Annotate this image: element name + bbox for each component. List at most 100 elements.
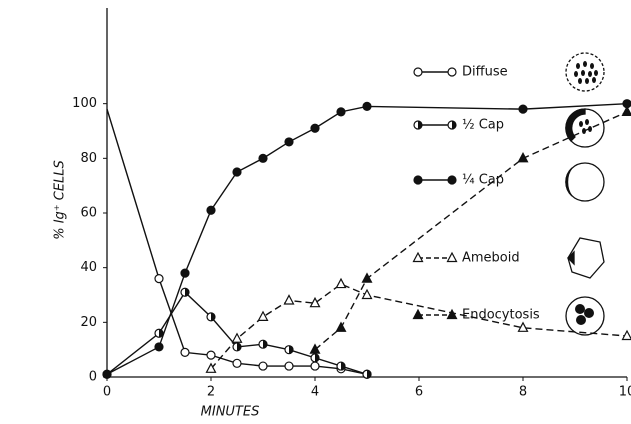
marker-outline [518, 104, 528, 114]
y-axis-label: % Ig⁺ CELLS [53, 160, 68, 240]
y-tick-label: 60 [80, 206, 97, 221]
marker [232, 342, 242, 352]
marker [310, 361, 320, 371]
marker [154, 328, 164, 338]
marker [309, 296, 321, 308]
marker-outline [284, 137, 294, 147]
marker [257, 310, 269, 321]
legend-label: Diffuse [462, 65, 508, 80]
marker-outline [154, 342, 164, 352]
marker [258, 361, 268, 371]
marker [413, 67, 423, 77]
marker-outline [413, 175, 423, 185]
marker-outline [154, 274, 164, 284]
y-tick-label: 20 [80, 315, 97, 330]
legend-label: ¼ Cap [462, 173, 504, 188]
marker-outline [102, 369, 112, 379]
marker [446, 251, 458, 263]
marker [232, 167, 242, 177]
marker-outline [362, 101, 372, 112]
marker [361, 272, 373, 283]
marker-outline [447, 175, 457, 185]
marker [232, 358, 242, 368]
marker [310, 123, 320, 133]
x-tick-label: 4 [311, 385, 319, 400]
marker [284, 361, 294, 371]
marker-half [237, 342, 241, 351]
marker [154, 274, 164, 284]
marker-outline [283, 294, 295, 305]
marker [518, 104, 528, 114]
marker-half [452, 121, 456, 129]
marker-outline [206, 205, 216, 215]
marker-outline [517, 152, 529, 163]
marker-outline [258, 361, 268, 371]
marker [517, 321, 529, 332]
marker [335, 277, 347, 289]
marker [258, 339, 268, 349]
marker [102, 369, 112, 379]
marker-outline [205, 362, 217, 373]
marker-outline [180, 268, 190, 278]
marker [310, 353, 320, 363]
y-tick-label: 0 [89, 370, 97, 385]
x-tick-label: 8 [519, 385, 527, 400]
marker-outline [309, 343, 321, 354]
marker [413, 175, 423, 185]
marker [447, 67, 457, 77]
marker-outline [413, 67, 423, 77]
marker [412, 251, 424, 263]
marker-half [367, 370, 371, 379]
x-axis-label: MINUTES [201, 405, 260, 420]
marker [284, 137, 294, 147]
marker-outline [232, 167, 242, 177]
x-tick-label: 2 [207, 385, 215, 400]
marker-outline [412, 308, 424, 320]
marker-half [418, 121, 422, 129]
marker [309, 343, 321, 354]
y-tick-label: 40 [80, 260, 97, 275]
marker [205, 362, 217, 373]
marker-outline [336, 107, 346, 117]
marker [335, 321, 347, 332]
marker-half [211, 312, 215, 321]
marker-outline [447, 67, 457, 77]
marker [284, 345, 294, 355]
marker [362, 369, 372, 379]
marker [336, 361, 346, 371]
legend-label: Endocytosis [462, 308, 540, 323]
marker-outline [446, 251, 458, 263]
series-line [106, 108, 368, 375]
marker-outline [621, 329, 631, 341]
marker [206, 350, 216, 360]
marker-outline [310, 123, 320, 133]
marker-outline [361, 288, 373, 300]
marker-outline [446, 308, 458, 320]
marker [412, 308, 424, 320]
marker [446, 308, 458, 320]
marker-half [341, 362, 345, 371]
marker [621, 329, 631, 341]
marker [362, 101, 372, 112]
marker [154, 342, 164, 352]
marker-outline [257, 310, 269, 321]
marker-half [159, 329, 163, 338]
series-line [106, 102, 628, 375]
marker [336, 107, 346, 117]
marker [180, 287, 190, 297]
marker [206, 312, 216, 322]
marker-outline [309, 296, 321, 308]
marker [621, 105, 631, 116]
x-tick-label: 6 [415, 385, 423, 400]
y-tick-label: 100 [72, 96, 97, 111]
marker-outline [180, 347, 190, 357]
marker-outline [621, 105, 631, 116]
marker [180, 347, 190, 357]
marker-outline [258, 153, 268, 163]
marker [361, 288, 373, 300]
x-tick-label: 10 [619, 385, 631, 400]
marker [231, 332, 243, 343]
marker [517, 152, 529, 163]
legend-label: ½ Cap [462, 118, 504, 133]
marker [180, 268, 190, 278]
